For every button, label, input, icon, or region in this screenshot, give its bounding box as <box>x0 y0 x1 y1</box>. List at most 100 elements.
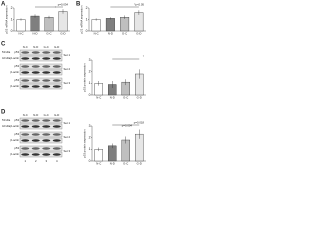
blot-strip <box>19 123 63 130</box>
protein-label: p53 <box>14 78 19 82</box>
band <box>31 133 40 136</box>
band <box>21 139 30 142</box>
protein-label: β-actin <box>11 124 20 128</box>
set-label: Set 2 <box>64 67 71 71</box>
y-tick-label: 2 <box>86 6 88 10</box>
blot-strip <box>19 145 63 152</box>
set-label: Set 3 <box>64 149 71 153</box>
page: {"panels": ["A", "B", "C", "D"], "chart_… <box>1 1 146 166</box>
band <box>31 65 40 68</box>
band <box>42 153 51 156</box>
x-tick-label: N-D <box>33 32 38 36</box>
band <box>42 133 51 136</box>
bar <box>16 19 26 32</box>
x-tick-label: G-D <box>137 162 142 166</box>
lane-number: 3 <box>45 159 47 163</box>
band <box>21 71 30 74</box>
annotation: *p<0.05 <box>134 3 144 7</box>
protein-label: p53 <box>14 132 19 136</box>
lane-label: G-C <box>44 45 49 49</box>
band <box>52 57 61 60</box>
lane-label: G-C <box>44 113 49 117</box>
y-tick-label: 2 <box>11 6 13 10</box>
band <box>42 147 51 150</box>
y-tick-label: 2 <box>89 136 91 140</box>
mw-label: 53 kDa <box>2 50 11 54</box>
set-label: Set 3 <box>64 81 71 85</box>
x-tick-label: N-C <box>96 162 101 166</box>
band <box>52 85 61 88</box>
protein-label: p53 <box>14 118 19 122</box>
band <box>52 133 61 136</box>
bar <box>134 12 144 32</box>
x-tick-label: N-C <box>94 32 99 36</box>
blot-strip <box>19 63 63 70</box>
panel-label: C <box>1 42 6 48</box>
y-tick-label: 3 <box>89 124 91 128</box>
protein-label: p53 <box>14 146 19 150</box>
x-tick-label: N-C <box>19 32 24 36</box>
band <box>31 125 40 128</box>
band <box>52 153 61 156</box>
protein-label: p53 <box>14 64 19 68</box>
band <box>42 57 51 60</box>
blot-strip <box>19 83 63 90</box>
blot-strip <box>19 77 63 84</box>
x-tick-label: G-C <box>123 96 128 100</box>
bar <box>44 17 54 32</box>
panel-label: D <box>1 110 6 116</box>
set-label: Set 2 <box>64 135 71 139</box>
lane-label: N-D <box>33 45 38 49</box>
x-tick-label: G-C <box>122 32 127 36</box>
band <box>52 125 61 128</box>
annotation: p=0.004 <box>122 124 133 128</box>
y-tick-label: 0 <box>86 29 88 33</box>
band <box>21 119 30 122</box>
lane-label: G-D <box>54 113 59 117</box>
panel-label: A <box>1 2 6 8</box>
band <box>21 153 30 156</box>
protein-label: β-actin <box>11 84 20 88</box>
band <box>31 139 40 142</box>
blot-strip <box>19 49 63 56</box>
y-tick-label: 0 <box>11 29 13 33</box>
blot-strip <box>19 69 63 76</box>
lane-label: G-D <box>54 45 59 49</box>
annotation: p=0.018 <box>134 121 145 125</box>
band <box>42 79 51 82</box>
lane-number: 1 <box>24 159 26 163</box>
lane-label: N-C <box>23 45 28 49</box>
band <box>52 51 61 54</box>
x-tick-label: N-D <box>110 96 115 100</box>
band <box>31 119 40 122</box>
lane-label: N-C <box>23 113 28 117</box>
bar <box>91 19 101 32</box>
y-axis-label: p53 protein expression <box>83 63 87 92</box>
mw-label: 42 kDa <box>2 56 11 60</box>
x-tick-label: G-D <box>137 96 142 100</box>
panel-label: B <box>76 2 81 8</box>
y-axis-label: p21 mRNA expression <box>80 5 84 33</box>
y-tick-label: 1 <box>86 17 88 21</box>
blot-strip <box>19 151 63 158</box>
bar <box>30 15 40 32</box>
x-tick-label: G-C <box>123 162 128 166</box>
protein-label: β-actin <box>11 152 20 156</box>
y-axis-label: p53 mRNA expression <box>5 5 9 33</box>
band <box>42 65 51 68</box>
band <box>31 51 40 54</box>
band <box>21 125 30 128</box>
band <box>21 57 30 60</box>
x-tick-label: G-D <box>136 32 141 36</box>
y-tick-label: 1 <box>11 17 13 21</box>
blot-strip <box>19 55 63 62</box>
blot-strip <box>19 117 63 124</box>
y-tick-label: 1 <box>89 147 91 151</box>
bar <box>58 11 68 32</box>
protein-label: p53 <box>14 50 19 54</box>
x-tick-label: G-D <box>60 32 65 36</box>
mw-label: 53 kDa <box>2 118 11 122</box>
blot-strip <box>19 131 63 138</box>
band <box>52 65 61 68</box>
